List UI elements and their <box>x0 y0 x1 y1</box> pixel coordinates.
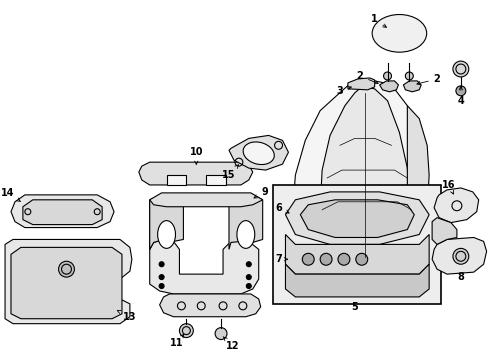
Polygon shape <box>206 175 225 185</box>
Polygon shape <box>166 175 186 185</box>
Circle shape <box>159 262 164 267</box>
Polygon shape <box>285 234 428 274</box>
Text: 3: 3 <box>336 86 350 96</box>
Circle shape <box>455 86 465 96</box>
Text: 8: 8 <box>456 272 463 282</box>
Polygon shape <box>292 80 427 269</box>
Ellipse shape <box>243 142 274 165</box>
Polygon shape <box>431 238 486 274</box>
Circle shape <box>159 275 164 280</box>
Circle shape <box>452 248 468 264</box>
Ellipse shape <box>371 14 426 52</box>
Text: 6: 6 <box>275 203 288 213</box>
Text: 2: 2 <box>416 74 440 85</box>
Polygon shape <box>149 200 258 294</box>
Polygon shape <box>285 264 428 297</box>
Text: 4: 4 <box>457 87 463 106</box>
Text: 15: 15 <box>222 165 238 180</box>
Circle shape <box>302 253 314 265</box>
Text: 12: 12 <box>223 337 239 351</box>
Circle shape <box>215 328 226 339</box>
Text: 5: 5 <box>351 302 358 312</box>
Polygon shape <box>433 188 478 222</box>
Polygon shape <box>149 193 262 207</box>
Circle shape <box>159 284 164 288</box>
Ellipse shape <box>236 221 254 248</box>
Circle shape <box>179 324 193 338</box>
Circle shape <box>337 253 349 265</box>
Circle shape <box>452 61 468 77</box>
Circle shape <box>59 261 74 277</box>
Text: 16: 16 <box>441 180 455 194</box>
Text: 11: 11 <box>169 334 183 348</box>
Polygon shape <box>149 195 183 249</box>
Circle shape <box>405 72 412 80</box>
Polygon shape <box>11 247 122 319</box>
Polygon shape <box>5 239 132 324</box>
Text: 10: 10 <box>189 147 203 165</box>
Bar <box>272 185 440 304</box>
Circle shape <box>320 253 331 265</box>
Polygon shape <box>403 81 420 92</box>
Circle shape <box>246 262 251 267</box>
Polygon shape <box>285 192 428 244</box>
Polygon shape <box>159 294 260 317</box>
Polygon shape <box>407 106 428 257</box>
Circle shape <box>383 72 391 80</box>
Text: 7: 7 <box>275 254 287 264</box>
Polygon shape <box>320 87 408 257</box>
Text: 9: 9 <box>253 187 267 198</box>
Polygon shape <box>11 195 114 228</box>
Circle shape <box>246 284 251 288</box>
Polygon shape <box>228 195 262 249</box>
Circle shape <box>246 275 251 280</box>
Text: 13: 13 <box>117 310 136 322</box>
Polygon shape <box>379 81 398 92</box>
Text: 1: 1 <box>370 14 386 27</box>
Polygon shape <box>228 135 288 170</box>
Circle shape <box>355 253 367 265</box>
Text: 14: 14 <box>1 188 20 201</box>
Polygon shape <box>431 218 456 244</box>
Ellipse shape <box>157 221 175 248</box>
Text: 2: 2 <box>356 71 377 84</box>
Polygon shape <box>300 200 413 238</box>
Polygon shape <box>23 200 102 225</box>
Polygon shape <box>347 78 374 90</box>
Polygon shape <box>139 162 252 185</box>
